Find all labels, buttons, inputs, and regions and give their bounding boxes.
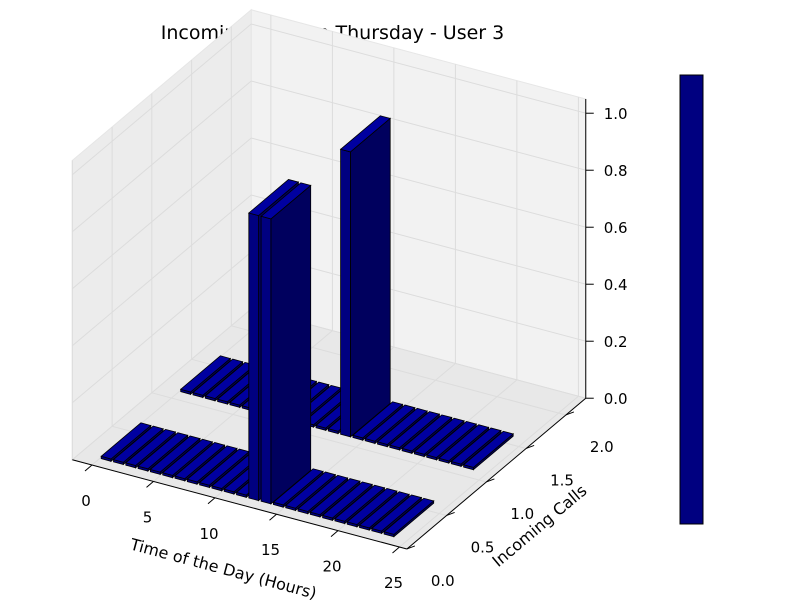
bar — [100, 422, 152, 463]
bar-top — [272, 468, 324, 506]
bar — [376, 407, 428, 448]
bar — [149, 435, 201, 476]
bar — [321, 481, 374, 522]
x-axis-line — [72, 459, 408, 550]
y-tick — [446, 511, 455, 516]
bar — [297, 474, 349, 515]
bars — [100, 115, 515, 538]
z-tick-label: 0.0 — [604, 390, 628, 408]
y-tick — [486, 478, 495, 483]
bar — [124, 428, 177, 469]
bar-side — [349, 117, 391, 438]
bar-top — [383, 497, 435, 535]
x-tick-label: 10 — [199, 525, 218, 543]
bar — [174, 442, 226, 482]
bar-top — [260, 182, 312, 220]
z-tick-label: 0.2 — [604, 333, 628, 351]
x-tick — [269, 513, 277, 521]
bar-top — [100, 422, 152, 460]
bar-top — [401, 414, 453, 452]
y-tick-label: 0.5 — [471, 538, 495, 556]
bar-top — [174, 442, 226, 480]
bar-top — [352, 401, 404, 439]
x-tick — [330, 530, 339, 537]
bar-top — [413, 417, 465, 455]
bar — [462, 430, 515, 471]
bar-top — [179, 355, 232, 393]
bar — [192, 358, 244, 399]
bar — [450, 427, 502, 468]
grid-line-z — [71, 23, 586, 176]
z-tick-label: 0.4 — [604, 276, 628, 294]
x-tick-label: 25 — [384, 574, 403, 592]
bar-top — [438, 424, 490, 462]
x-tick — [392, 546, 400, 554]
bar-top — [339, 115, 392, 153]
z-tick-label: 1.0 — [604, 105, 628, 123]
bar-front — [248, 212, 260, 502]
bar-top — [364, 404, 416, 442]
bar-top — [376, 407, 428, 445]
bar-top — [149, 435, 201, 473]
y-tick-label: 2.0 — [590, 438, 614, 456]
bar — [112, 425, 164, 466]
bar-top — [334, 484, 386, 522]
bar — [388, 411, 441, 451]
z-tick-label: 0.8 — [604, 162, 628, 180]
x-tick — [146, 481, 154, 488]
bar — [272, 468, 324, 509]
bar — [260, 182, 312, 505]
grid-line-z — [71, 194, 586, 347]
colorbar — [679, 74, 704, 525]
bar — [401, 414, 453, 455]
y-tick-label: 1.5 — [550, 471, 574, 489]
bar-top — [297, 474, 349, 512]
bar — [364, 404, 416, 445]
x-tick — [84, 464, 93, 472]
x-tick-label: 15 — [261, 541, 280, 559]
y-axis-line — [406, 397, 587, 550]
bar — [309, 478, 361, 518]
bar-front — [340, 148, 351, 438]
y-axis-label: Incoming Calls — [489, 481, 591, 571]
bar-top — [112, 425, 164, 463]
bar-top — [284, 471, 337, 509]
bar-top — [192, 358, 244, 396]
y-tick-label: 0.0 — [431, 572, 455, 590]
bar-top — [388, 411, 441, 449]
bar-top — [124, 428, 177, 466]
bar-top — [186, 445, 238, 483]
x-tick-label: 20 — [322, 558, 341, 576]
bar-top — [450, 427, 502, 465]
grid-line-z — [71, 137, 586, 290]
bar-top — [137, 432, 189, 470]
y-tick — [406, 545, 416, 550]
y-tick — [565, 411, 575, 416]
x-tick-label: 5 — [143, 508, 153, 526]
bar — [346, 487, 398, 528]
z-tick-label: 0.6 — [604, 219, 628, 237]
bar-top — [358, 491, 410, 529]
y-tick — [525, 444, 535, 449]
bar-top — [462, 430, 515, 468]
bar-top — [321, 481, 374, 519]
grid-line-z — [71, 80, 586, 233]
bar — [334, 484, 386, 525]
bar-top — [247, 179, 300, 217]
x-axis-label: Time of the Day (Hours) — [127, 534, 318, 600]
y-tick-label: 1.0 — [510, 505, 534, 523]
bar-top — [161, 438, 214, 476]
x-tick — [207, 497, 216, 505]
bar — [383, 497, 435, 538]
bar-top — [346, 487, 398, 526]
bar-top — [425, 420, 478, 459]
bar-top — [370, 494, 423, 532]
bar — [339, 115, 392, 438]
x-tick-label: 0 — [81, 492, 91, 510]
bar-front — [260, 215, 272, 505]
bar-side — [270, 184, 312, 505]
bar-top — [309, 478, 361, 516]
